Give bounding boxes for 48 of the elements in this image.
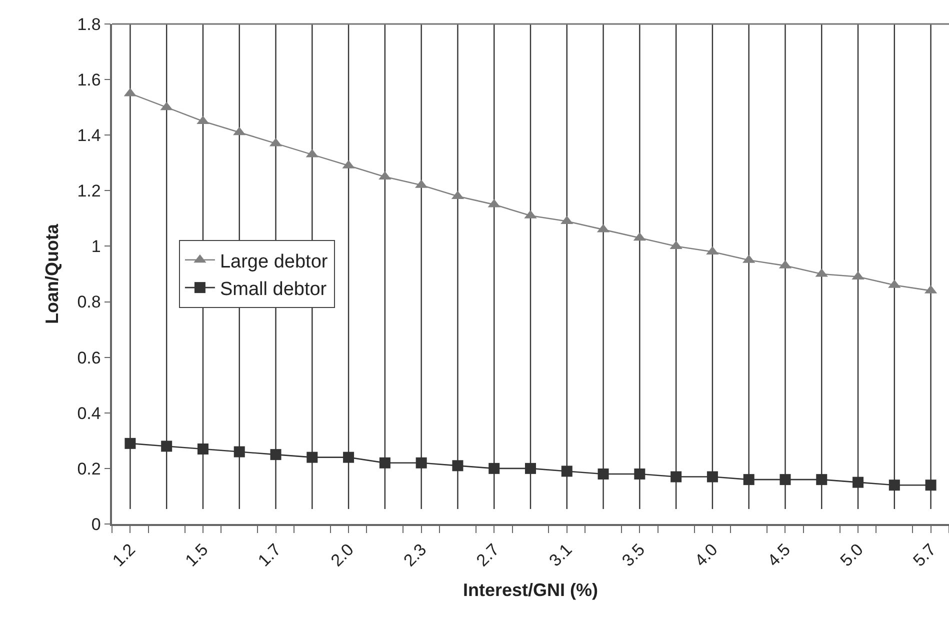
point: [888, 480, 900, 491]
point: [925, 480, 936, 491]
x-tick-label: 4.0: [691, 540, 722, 570]
legend-label: Small debtor: [220, 278, 328, 300]
x-tick-label: 2.3: [400, 540, 430, 570]
point: [816, 474, 828, 486]
point: [343, 452, 354, 463]
point: [561, 466, 572, 477]
point: [379, 457, 390, 468]
point: [124, 438, 136, 449]
point: [598, 468, 609, 480]
point: [197, 444, 208, 454]
x-tick-label: 1.5: [182, 540, 212, 570]
point: [670, 471, 682, 482]
x-tick-label: 3.5: [618, 540, 649, 570]
x-tick-label: 1.7: [254, 540, 285, 570]
x-tick-label: 5.0: [836, 540, 867, 570]
point: [488, 462, 500, 474]
y-tick-label: 0.4: [77, 404, 101, 423]
point: [234, 446, 245, 458]
point: [634, 468, 646, 480]
y-tick-label: 1.4: [77, 126, 101, 146]
point: [525, 462, 536, 474]
point: [452, 460, 464, 472]
point: [743, 474, 754, 486]
x-tick-label: 3.1: [546, 540, 576, 570]
y-axis-title: Loan/Quota: [42, 223, 62, 324]
point: [161, 440, 172, 452]
x-tick-label: 2.7: [472, 540, 503, 570]
point: [706, 471, 718, 482]
y-tick-label: 1.8: [77, 14, 101, 34]
point: [416, 457, 427, 468]
y-tick-label: 0.2: [77, 459, 101, 478]
point: [306, 452, 318, 463]
x-tick-label: 4.5: [764, 540, 794, 570]
y-tick-label: 0.8: [77, 292, 101, 312]
point: [270, 449, 282, 460]
point: [780, 474, 791, 486]
x-tick-label: 2.0: [327, 540, 358, 570]
y-tick-label: 1.6: [77, 70, 101, 90]
y-tick-label: 0.6: [77, 348, 101, 368]
point: [852, 476, 864, 488]
y-tick-label: 1.2: [77, 182, 101, 201]
legend-label: Large debtor: [220, 251, 328, 272]
x-axis-title: Interest/GNI (%): [462, 580, 598, 600]
y-tick-label: 0: [91, 514, 101, 534]
y-tick-label: 1: [91, 237, 101, 256]
x-tick-label: 5.7: [909, 540, 940, 570]
